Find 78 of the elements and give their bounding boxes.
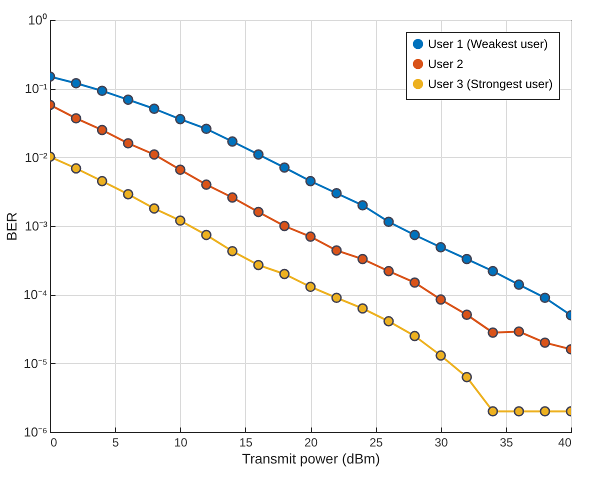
point (148, 104, 160, 114)
point (383, 216, 394, 228)
legend-label: User 3 (Strongest user) (428, 77, 553, 91)
point (227, 246, 238, 256)
point (227, 192, 238, 203)
point (201, 230, 212, 240)
point (436, 242, 446, 252)
y-tick-label: 10⁻⁴ (23, 287, 48, 302)
point (122, 94, 134, 105)
point (488, 406, 498, 417)
point (331, 188, 342, 198)
x-tick-label: 40 (558, 436, 572, 450)
point (462, 310, 472, 320)
point (357, 254, 368, 264)
point (357, 200, 368, 211)
point (253, 206, 264, 218)
point (514, 326, 524, 337)
y-tick-label: 10⁻⁶ (24, 424, 48, 440)
x-tick-label: 10 (174, 436, 188, 450)
point (253, 149, 264, 160)
y-tick-label: 10⁰ (28, 12, 48, 28)
y-tick-label: 10⁻² (24, 150, 48, 165)
point (436, 294, 446, 305)
x-tick-label: 15 (239, 436, 253, 450)
point (122, 189, 134, 200)
point (148, 203, 160, 214)
x-tick-label: 5 (112, 436, 120, 450)
y-tick-label: 10⁻³ (24, 218, 48, 234)
point (279, 162, 290, 173)
point (409, 330, 420, 342)
y-tick-label: 10⁻¹ (24, 81, 48, 96)
point (201, 179, 212, 190)
point (70, 78, 82, 88)
x-tick-label: 0 (50, 436, 58, 450)
point (305, 282, 316, 292)
point (462, 254, 472, 264)
point (540, 292, 550, 304)
y-axis-title: BER (3, 212, 20, 241)
point (122, 138, 134, 149)
point (462, 372, 472, 382)
point (148, 149, 160, 160)
y-tick-label: 10⁻⁵ (24, 356, 48, 371)
point (409, 277, 420, 288)
point (540, 337, 550, 348)
point (96, 176, 108, 186)
x-axis-title: Transmit power (dBm) (242, 450, 380, 466)
point (383, 266, 394, 276)
point (175, 164, 186, 175)
point (514, 406, 524, 417)
point (279, 220, 290, 232)
x-tick-label: 25 (369, 436, 384, 450)
point (436, 350, 446, 361)
point (488, 266, 498, 276)
point (514, 279, 524, 290)
point (488, 327, 498, 338)
point (201, 124, 212, 134)
point (227, 136, 238, 147)
point (540, 406, 550, 417)
point (305, 231, 316, 242)
point (70, 163, 82, 174)
point (96, 124, 108, 136)
point (175, 215, 186, 226)
legend-label: User 1 (Weakest user) (428, 37, 548, 51)
point (175, 114, 186, 124)
point (253, 260, 264, 270)
point (331, 292, 342, 304)
point (96, 86, 108, 96)
x-tick-label: 30 (434, 436, 448, 450)
point (305, 176, 316, 186)
point (331, 245, 342, 256)
legend-label: User 2 (428, 57, 464, 71)
point (279, 268, 290, 280)
x-tick-label: 35 (500, 436, 514, 450)
point (383, 316, 394, 326)
point (409, 230, 420, 240)
x-tick-label: 20 (304, 436, 318, 450)
point (70, 113, 82, 124)
point (357, 303, 368, 314)
